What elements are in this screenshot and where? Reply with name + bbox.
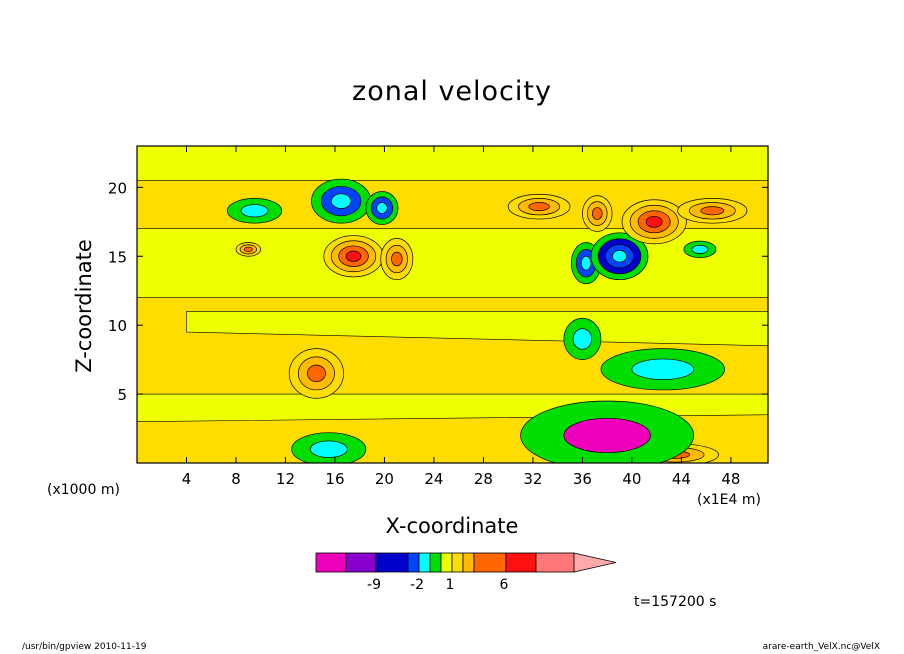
x-axis-label: X-coordinate <box>385 514 519 538</box>
contour-feature-1 <box>631 358 695 380</box>
y-axis-ticks: 5 10 15 20 <box>108 179 768 404</box>
colorbar-arrow <box>573 552 617 573</box>
x-tick-label: 24 <box>424 470 443 488</box>
contour-feature-9 <box>580 255 592 271</box>
colorbar-segment <box>451 552 464 573</box>
colorbar: -9 -2 1 6 <box>315 552 617 593</box>
colorbar-segment <box>407 552 420 573</box>
contour-band-2 <box>186 311 768 347</box>
colorbar-segment <box>345 552 377 573</box>
colorbar-segment <box>418 552 431 573</box>
colorbar-segment <box>473 552 507 573</box>
time-label: t=157200 s <box>634 594 717 610</box>
x-tick-label: 28 <box>474 470 493 488</box>
contour-fields <box>137 146 768 463</box>
contour-feature-14 <box>700 206 725 216</box>
contour-feature-6 <box>376 202 388 214</box>
contour-feature-17 <box>243 246 253 253</box>
colorbar-segment <box>429 552 442 573</box>
footer-right: arare-earth_VelX.nc@VelX <box>762 642 880 652</box>
x-tick-label: 8 <box>231 470 241 488</box>
colorbar-segment <box>315 552 347 573</box>
colorbar-segment <box>440 552 453 573</box>
colorbar-label: -2 <box>410 577 424 593</box>
contour-feature-18 <box>563 417 651 454</box>
x-tick-label: 32 <box>523 470 542 488</box>
y-tick-label: 15 <box>108 248 127 266</box>
contour-feature-5 <box>330 193 352 209</box>
plot-frame <box>136 145 769 464</box>
colorbar-segment <box>505 552 537 573</box>
contour-feature-2 <box>309 440 348 458</box>
contour-feature-15 <box>691 244 709 254</box>
contour-band-0 <box>137 146 768 181</box>
contour-feature-13 <box>528 202 550 212</box>
contour-feature-12 <box>591 207 603 220</box>
contour-feature-7 <box>345 250 362 262</box>
y-tick-label: 5 <box>117 386 127 404</box>
colorbar-segment <box>462 552 475 573</box>
x-tick-label: 20 <box>375 470 394 488</box>
colorbar-segment <box>535 552 575 573</box>
colorbar-label: 1 <box>446 577 455 593</box>
contour-feature-10 <box>612 250 627 263</box>
x-unit-label: (x1000 m) <box>47 482 120 498</box>
x-tick-label: 4 <box>182 470 192 488</box>
chart-title: zonal velocity <box>352 76 552 107</box>
colorbar-label: 6 <box>500 577 509 593</box>
x-axis-ticks: 4 8 12 16 20 24 28 32 36 40 44 48 <box>182 146 740 488</box>
contour-feature-0 <box>306 364 326 383</box>
y-tick-label: 10 <box>108 317 127 335</box>
footer-left: /usr/bin/gpview 2010-11-19 <box>22 642 147 652</box>
x-tick-label: 40 <box>622 470 641 488</box>
x-scale-label: (x1E4 m) <box>697 492 761 508</box>
x-tick-label: 16 <box>325 470 344 488</box>
y-tick-label: 20 <box>108 179 127 197</box>
contour-feature-4 <box>240 204 269 218</box>
x-tick-label: 44 <box>672 470 691 488</box>
colorbar-segment <box>375 552 409 573</box>
x-tick-label: 12 <box>276 470 295 488</box>
x-tick-label: 36 <box>573 470 592 488</box>
colorbar-label: -9 <box>367 577 381 593</box>
x-tick-label: 48 <box>721 470 740 488</box>
contour-feature-8 <box>391 251 403 267</box>
contour-feature-11 <box>645 215 663 228</box>
contour-feature-16 <box>572 328 593 350</box>
